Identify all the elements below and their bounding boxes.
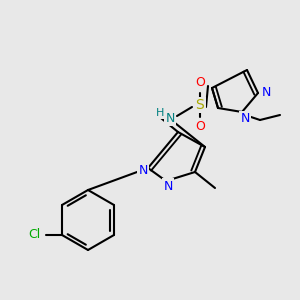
Text: O: O: [195, 121, 205, 134]
Text: H: H: [156, 108, 164, 118]
Text: N: N: [138, 164, 148, 178]
Text: O: O: [195, 76, 205, 89]
Text: N: N: [165, 112, 175, 124]
Text: Cl: Cl: [28, 229, 40, 242]
Text: N: N: [240, 112, 250, 125]
Text: N: N: [261, 86, 271, 100]
Text: N: N: [163, 179, 173, 193]
Text: S: S: [196, 98, 204, 112]
